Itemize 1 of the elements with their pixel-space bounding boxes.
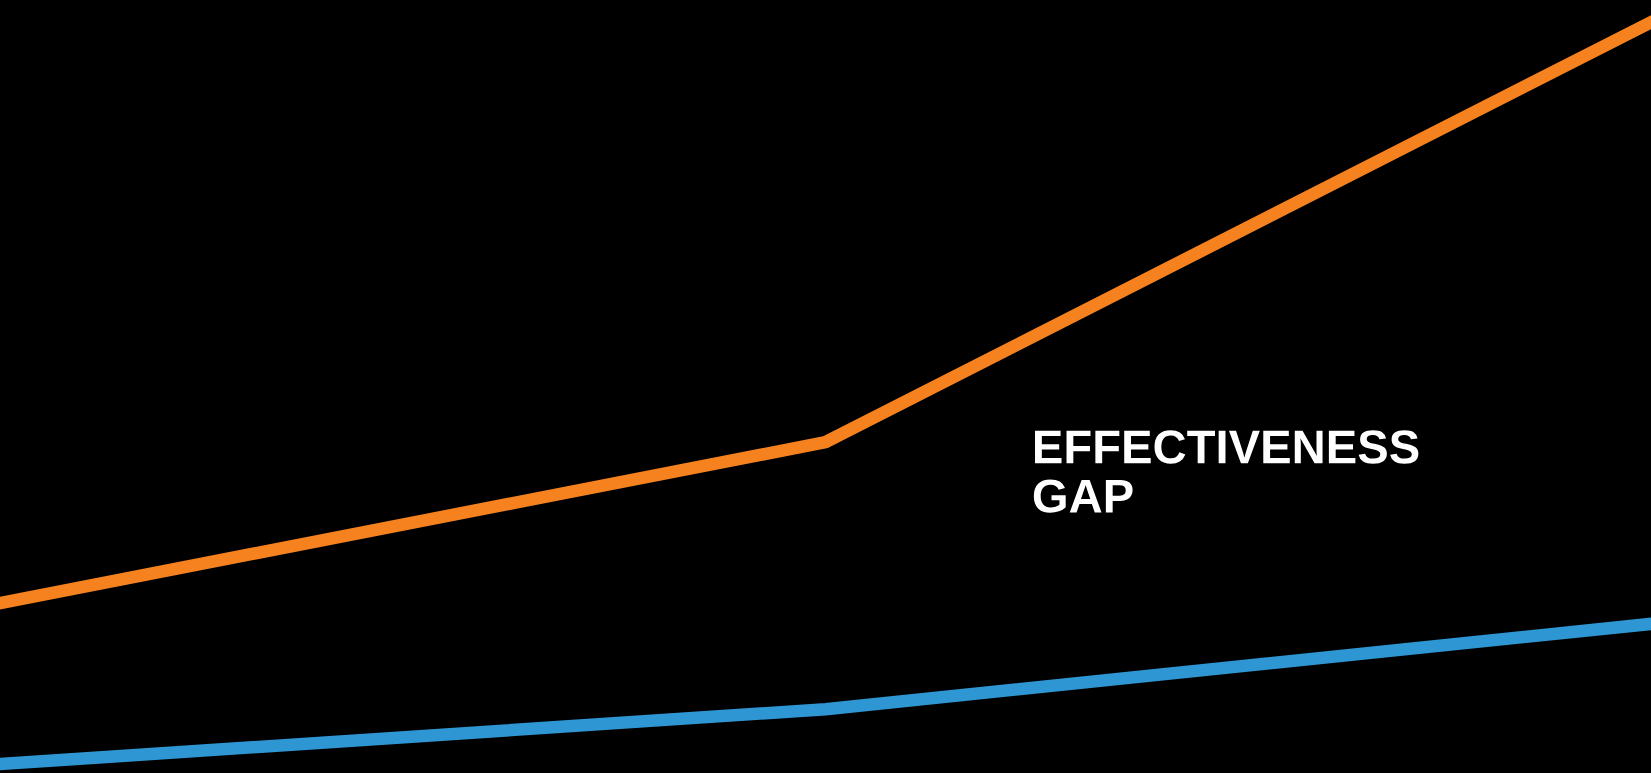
annotation: EFFECTIVENESS GAP xyxy=(1033,430,1419,513)
